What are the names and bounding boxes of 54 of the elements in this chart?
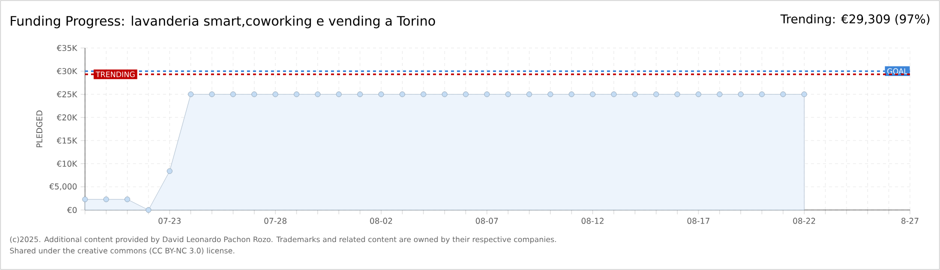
point xyxy=(272,91,278,98)
y-axis-title: PLEDGED xyxy=(36,110,42,148)
point xyxy=(590,91,596,98)
point xyxy=(400,91,406,98)
point xyxy=(230,91,236,98)
x-tick-label: 07-28 xyxy=(264,218,286,224)
y-tick-label: €15K xyxy=(56,138,78,144)
point xyxy=(568,91,574,98)
point xyxy=(82,196,88,202)
point xyxy=(716,91,722,98)
point xyxy=(442,91,448,98)
point xyxy=(759,91,765,98)
point xyxy=(505,91,511,98)
point xyxy=(526,91,532,98)
point xyxy=(801,91,808,98)
point xyxy=(314,91,320,98)
x-tick-label: 8-27 xyxy=(901,218,918,224)
x-tick-label: 08-17 xyxy=(687,218,710,224)
point xyxy=(209,91,215,98)
point xyxy=(103,196,109,202)
point xyxy=(611,91,617,98)
point xyxy=(357,91,363,98)
point xyxy=(780,91,786,98)
chart-title: Funding Progress: lavanderia smart,coworking e vending a Torino xyxy=(10,16,436,28)
point xyxy=(378,91,384,98)
point xyxy=(462,91,469,98)
y-tick-label: €10K xyxy=(56,160,78,167)
point xyxy=(251,91,258,98)
x-tick-label: 08-22 xyxy=(793,218,816,224)
point xyxy=(548,91,554,98)
point xyxy=(294,91,300,98)
point xyxy=(653,91,659,98)
point xyxy=(166,168,172,174)
point xyxy=(674,91,680,98)
point xyxy=(124,196,130,202)
point xyxy=(484,91,490,98)
point xyxy=(738,91,744,98)
point xyxy=(632,91,638,98)
y-tick-label: €5,000 xyxy=(49,183,77,190)
point xyxy=(420,91,426,98)
y-tick-label: €0 xyxy=(67,206,77,214)
point xyxy=(336,91,342,98)
x-tick-label: 07-23 xyxy=(158,218,181,224)
y-tick-label: €25K xyxy=(56,91,78,98)
x-tick-label: 08-12 xyxy=(582,218,604,224)
x-tick-label: 08-07 xyxy=(476,218,498,224)
point xyxy=(696,91,702,98)
x-tick-label: 08-02 xyxy=(370,218,392,224)
point xyxy=(188,91,194,98)
y-tick-label: €35K xyxy=(56,44,78,52)
point xyxy=(146,207,152,213)
y-tick-label: €30K xyxy=(56,68,78,74)
y-tick-label: €20K xyxy=(56,114,78,120)
chart-subtitle: Trending: €29,309 (97%) xyxy=(780,14,930,26)
